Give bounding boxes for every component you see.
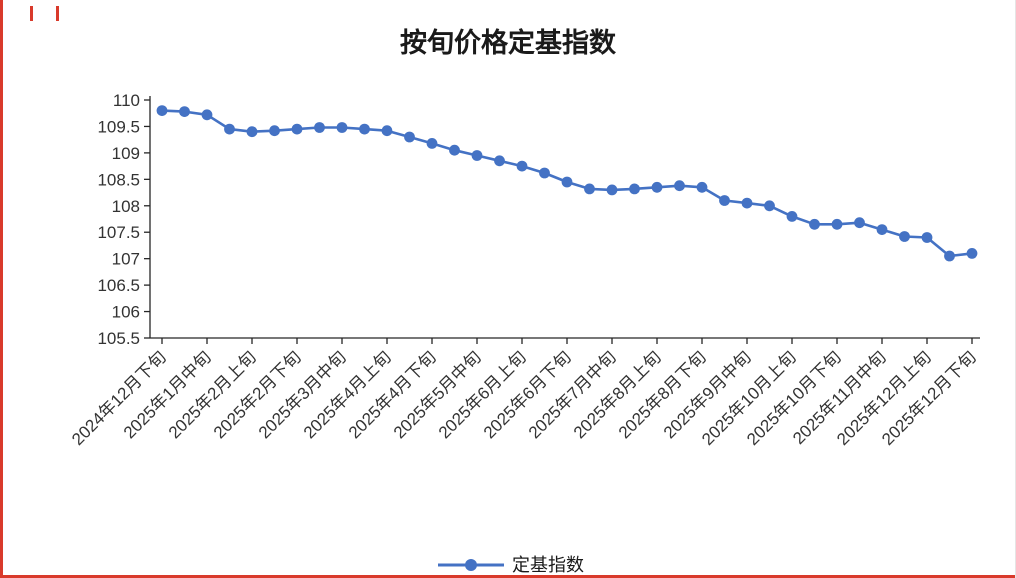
data-point-marker [831, 218, 843, 230]
legend: 定基指数 [438, 555, 584, 575]
legend-label: 定基指数 [512, 555, 584, 575]
y-tick-label: 107.5 [97, 223, 140, 242]
data-point-marker [786, 211, 798, 222]
red-tick-decoration [30, 6, 33, 21]
data-point-marker [201, 109, 213, 121]
data-point-marker [741, 197, 753, 209]
data-series [156, 105, 978, 262]
y-tick-label: 110 [113, 91, 140, 110]
y-tick-label: 108 [112, 197, 140, 216]
data-point-marker [921, 232, 933, 243]
data-point-marker [426, 138, 438, 149]
data-point-marker [494, 155, 505, 167]
data-point-marker [291, 123, 303, 135]
data-point-marker [156, 105, 168, 116]
y-tick-label: 107 [112, 250, 140, 269]
data-point-marker [179, 106, 190, 117]
data-point-marker [629, 183, 640, 195]
data-point-marker [224, 123, 235, 135]
data-point-marker [966, 248, 978, 259]
data-point-marker [719, 195, 730, 206]
data-point-marker [899, 231, 910, 242]
data-point-marker [809, 218, 820, 230]
data-point-marker [854, 217, 865, 229]
y-tick-label: 105.5 [97, 329, 140, 348]
y-tick-label: 106.5 [97, 276, 140, 295]
data-point-marker [876, 224, 888, 236]
data-point-marker [359, 123, 370, 135]
data-point-marker [674, 180, 685, 192]
axes [144, 96, 980, 344]
data-point-marker [561, 176, 573, 188]
data-point-marker [516, 160, 528, 172]
data-point-marker [336, 122, 348, 133]
y-tick-label: 106 [112, 303, 140, 322]
red-bottom-border [0, 575, 1016, 578]
data-point-marker [584, 183, 595, 195]
data-point-marker [449, 144, 460, 156]
data-point-marker [944, 250, 955, 262]
data-point-marker [696, 181, 708, 193]
data-point-marker [246, 126, 258, 138]
y-tick-label: 109.5 [97, 117, 140, 136]
data-point-marker [651, 181, 663, 193]
data-point-marker [269, 125, 280, 137]
data-point-marker [314, 122, 325, 133]
red-left-border [0, 0, 3, 578]
legend-dot-marker [465, 559, 477, 571]
data-point-marker [539, 167, 550, 179]
y-axis-labels: 110 109.5 109 108.5 108 107.5 107 106.5 106 105.5 [97, 91, 140, 348]
y-tick-label: 109 [112, 144, 140, 163]
chart-title: 按旬价格定基指数 [400, 27, 617, 58]
x-axis-labels: 2024年12月下旬2025年1月中旬2025年2月上旬2025年2月下旬202… [68, 347, 980, 449]
data-point-marker [404, 131, 415, 143]
red-tick-decoration [56, 6, 59, 21]
y-tick-label: 108.5 [97, 170, 140, 189]
data-point-marker [381, 125, 393, 137]
data-point-marker [764, 200, 775, 212]
data-point-marker [606, 184, 618, 196]
data-point-marker [471, 150, 483, 161]
